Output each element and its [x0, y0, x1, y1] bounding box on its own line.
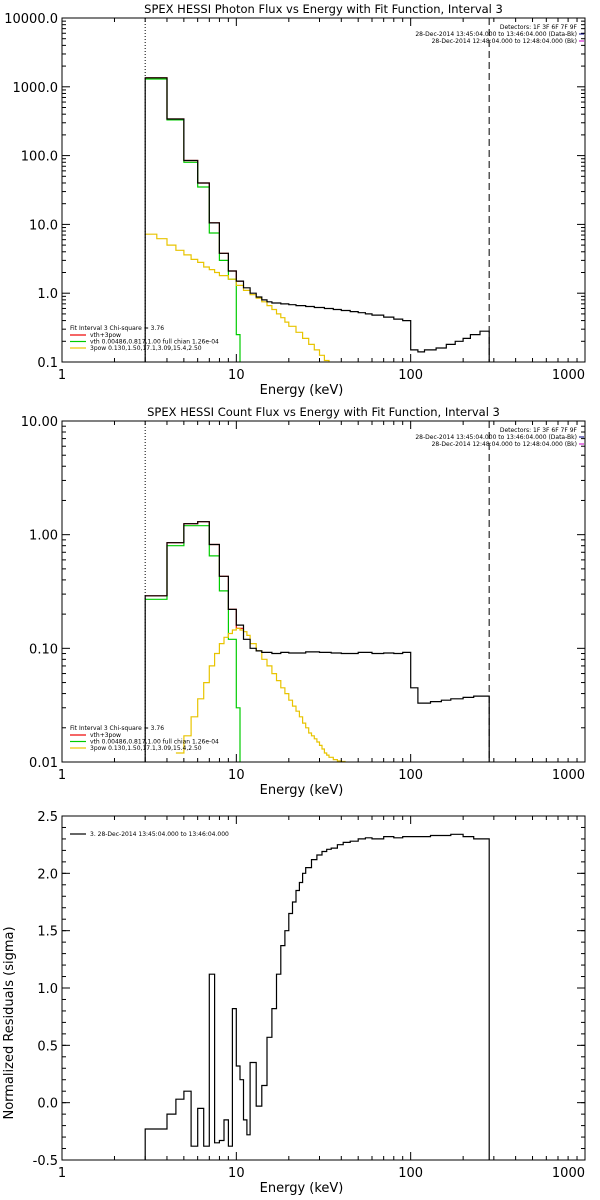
- x-tick-label: 1000: [552, 1166, 585, 1181]
- legend-label-0: vth+3pow: [90, 332, 121, 339]
- legend-label-2: 3pow 0.130,1.50,17.1,3.09,15.4,2.50: [90, 345, 202, 352]
- x-tick-label: 100: [398, 1166, 423, 1181]
- axes-frame: [61, 17, 586, 363]
- y-tick-label: 10000.0: [4, 12, 58, 27]
- x-axis-label: Energy (keV): [260, 383, 344, 398]
- axes-frame: [61, 815, 586, 1161]
- y-tick-label: 1.0: [37, 287, 58, 302]
- info-line: 28-Dec-2014 12:48:04.000 to 12:48:04.000…: [432, 38, 577, 45]
- y-tick-label: 0.10: [29, 642, 58, 657]
- y-tick-label: 1.00: [29, 529, 58, 544]
- fit-info: Fit Interval 3 Chi-square = 3.76: [70, 725, 164, 732]
- info-line: 28-Dec-2014 13:45:04.000 to 13:46:04.000…: [415, 31, 577, 38]
- series-line-2: [175, 627, 349, 762]
- y-tick-label: 10.0: [29, 218, 58, 233]
- x-tick-label: 1000: [552, 368, 585, 383]
- legend-label-1: vth 0.00486,0.817,1.00 full chian 1.26e-…: [90, 339, 219, 346]
- series-group: [144, 77, 490, 362]
- info-line: 28-Dec-2014 12:48:04.000 to 12:48:04.000…: [432, 441, 577, 448]
- legend-label-0: vth+3pow: [90, 732, 121, 739]
- y-tick-label: 1000.0: [13, 81, 59, 96]
- x-tick-label: 1: [58, 1166, 66, 1181]
- x-tick-label: 10: [228, 368, 245, 383]
- x-tick-label: 1000: [552, 768, 585, 783]
- count-flux-panel: SPEX HESSI Count Flux vs Energy with Fit…: [21, 405, 586, 798]
- series-line-0: [144, 833, 490, 1160]
- series-line-3: [144, 521, 490, 762]
- y-tick-label: 1.0: [37, 982, 58, 997]
- fit-info: Fit Interval 3 Chi-square = 3.76: [70, 325, 164, 332]
- series-line-0: [145, 77, 244, 282]
- y-tick-label: 100.0: [21, 150, 58, 165]
- y-axis-label: Normalized Residuals (sigma): [2, 926, 17, 1119]
- y-tick-label: 1.5: [37, 925, 58, 940]
- y-tick-label: 2.0: [37, 867, 58, 882]
- x-tick-label: 1: [58, 768, 66, 783]
- legend-label: 3. 28-Dec-2014 13:45:04.000 to 13:46:04.…: [90, 831, 229, 838]
- y-tick-label: 2.5: [37, 810, 58, 825]
- y-tick-label: -0.5: [33, 1154, 58, 1169]
- info-line: Detectors: 1F 3F 6F 7F 9F: [500, 427, 578, 434]
- y-tick-label: 0.1: [37, 356, 58, 371]
- y-tick-label: 0.0: [37, 1097, 58, 1112]
- series-line-1: [145, 525, 241, 762]
- x-tick-label: 10: [228, 768, 245, 783]
- series-group: [144, 521, 490, 762]
- x-tick-label: 1: [58, 368, 66, 383]
- x-axis-label: Energy (keV): [260, 1181, 344, 1196]
- x-tick-label: 10: [228, 1166, 245, 1181]
- x-axis-label: Energy (keV): [260, 783, 344, 798]
- x-tick-label: 100: [398, 768, 423, 783]
- legend-label-2: 3pow 0.130,1.50,17.1,3.09,15.4,2.50: [90, 745, 202, 752]
- info-line: Detectors: 1F 3F 6F 7F 9F: [500, 24, 578, 31]
- chart-title: SPEX HESSI Count Flux vs Energy with Fit…: [147, 405, 500, 419]
- axes-frame: [61, 420, 586, 763]
- y-tick-label: 0.5: [37, 1039, 58, 1054]
- legend-label-1: vth 0.00486,0.817,1.00 full chian 1.26e-…: [90, 739, 219, 746]
- y-tick-label: 10.00: [21, 415, 58, 430]
- y-tick-label: 0.01: [29, 756, 58, 771]
- series-line-3: [144, 77, 490, 362]
- residuals-panel: 1 10 100 1000 -0.5 0.0 0.5 1.0 1.5 2.0 2.5 Energy (…: [2, 810, 586, 1196]
- chart-title: SPEX HESSI Photon Flux vs Energy with Fi…: [144, 2, 503, 16]
- photon-flux-panel: SPEX HESSI Photon Flux vs Energy with Fi…: [4, 2, 586, 398]
- info-line: 28-Dec-2014 13:45:04.000 to 13:46:04.000…: [415, 434, 577, 441]
- series-group: [144, 833, 490, 1160]
- x-tick-label: 100: [398, 368, 423, 383]
